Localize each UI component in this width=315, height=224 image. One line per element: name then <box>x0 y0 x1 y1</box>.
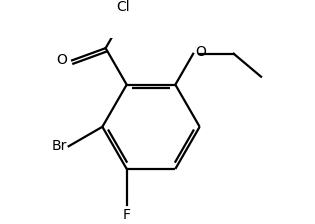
Text: F: F <box>123 208 131 222</box>
Text: O: O <box>195 45 206 59</box>
Text: Br: Br <box>52 139 67 153</box>
Text: O: O <box>56 53 67 67</box>
Text: Cl: Cl <box>117 0 130 14</box>
